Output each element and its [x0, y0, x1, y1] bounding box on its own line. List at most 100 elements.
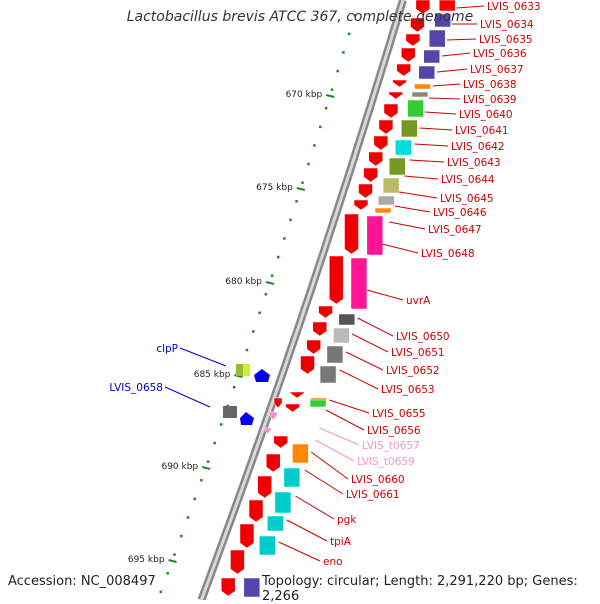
cog-color-block: [292, 443, 309, 464]
forward-gene-arrow: [220, 577, 236, 597]
kbp-minor-tick: [270, 274, 274, 277]
gene-label-tpiA: tpiA: [330, 536, 352, 548]
cog-color-block: [333, 327, 350, 344]
forward-gene-arrow: [300, 355, 315, 375]
cog-color-block: [418, 65, 436, 80]
kbp-minor-tick: [313, 144, 316, 147]
gene-label-pgk: pgk: [337, 514, 357, 526]
gene-leader-line: [389, 221, 426, 230]
gene-leader-line: [278, 541, 321, 562]
gene-label-LVIS_0646: LVIS_0646: [433, 207, 487, 219]
gene-label-LVIS_0653: LVIS_0653: [381, 384, 435, 396]
backbone-highlight: [199, 0, 405, 600]
kbp-minor-tick: [206, 460, 210, 463]
kbp-minor-tick: [307, 162, 310, 166]
gene-label-LVIS_0633: LVIS_0633: [487, 1, 541, 13]
cog-color-block: [395, 139, 412, 156]
gene-label-LVIS_0645: LVIS_0645: [440, 193, 494, 205]
gene-label-LVIS_0638: LVIS_0638: [463, 79, 517, 91]
gene-leader-line: [345, 351, 384, 371]
gene-label-LVIS_0641: LVIS_0641: [455, 125, 509, 137]
cog-color-block: [259, 535, 276, 556]
LVIS_0658-gene-arrow: [240, 412, 254, 425]
kbp-tick: [265, 281, 275, 285]
cog-color-block: [438, 0, 456, 12]
forward-gene-arrow: [383, 103, 399, 119]
gene-leader-line: [424, 111, 457, 115]
forward-gene-arrow: [265, 453, 281, 473]
gene-label-LVIS_0655: LVIS_0655: [372, 408, 426, 420]
gene-label-LVIS_t0657: LVIS_t0657: [362, 440, 420, 452]
kbp-minor-tick: [180, 534, 183, 538]
kbp-minor-tick: [342, 51, 345, 54]
kbp-minor-tick: [252, 330, 255, 333]
gene-leader-line: [351, 333, 389, 353]
cog-color-block: [428, 29, 446, 48]
forward-gene-arrow: [388, 91, 404, 100]
kbp-minor-tick: [347, 32, 351, 36]
gene-leader-line: [409, 159, 445, 163]
forward-gene-arrow: [239, 523, 255, 549]
cog-color-block: [407, 99, 424, 118]
cog-color-block: [283, 467, 301, 488]
kbp-minor-tick: [283, 237, 286, 240]
cog-color-block: [274, 491, 292, 514]
gene-leader-line: [414, 143, 449, 147]
kbp-tick: [168, 559, 177, 563]
forward-gene-arrow: [344, 213, 359, 255]
clpP-cog-block: [243, 364, 250, 376]
kbp-minor-tick: [213, 441, 216, 445]
gene-label-LVIS_0640: LVIS_0640: [459, 109, 513, 121]
cog-color-block: [374, 207, 392, 214]
cog-color-block: [350, 257, 368, 310]
gene-leader-line: [441, 52, 471, 57]
gene-leader-line: [339, 369, 379, 390]
gene-leader-line: [164, 386, 211, 408]
gene-label-LVIS_0637: LVIS_0637: [470, 64, 524, 76]
forward-gene-arrow: [257, 475, 272, 499]
forward-gene-arrow: [248, 499, 264, 523]
cog-color-block: [267, 515, 284, 532]
gene-label-LVIS_0660: LVIS_0660: [351, 474, 405, 486]
forward-gene-arrow: [306, 339, 321, 355]
gene-label-LVIS_0661: LVIS_0661: [346, 489, 400, 501]
gene-leader-line: [456, 5, 485, 9]
gene-label-LVIS_0652: LVIS_0652: [386, 365, 440, 377]
kbp-tick-label: 695 kbp: [128, 555, 165, 565]
gene-leader-line: [295, 495, 335, 520]
kbp-minor-tick: [324, 107, 328, 110]
forward-gene-arrow: [289, 391, 305, 399]
gene-label-LVIS_0643: LVIS_0643: [447, 157, 501, 169]
cog-color-block: [414, 83, 431, 90]
kbp-tick-label: 680 kbp: [225, 277, 262, 287]
gene-leader-line: [419, 127, 453, 131]
gene-leader-line: [315, 439, 355, 462]
kbp-tick: [326, 94, 335, 98]
kbp-minor-tick: [173, 553, 176, 556]
LVIS_0658-cog-block: [223, 406, 237, 418]
forward-gene-arrow: [358, 183, 373, 199]
gene-leader-line: [310, 451, 349, 480]
cog-color-block: [434, 13, 451, 28]
gene-leader-line: [329, 399, 370, 414]
gene-leader-line: [319, 427, 360, 446]
forward-gene-arrow: [329, 255, 344, 305]
gene-label-eno: eno: [323, 556, 343, 568]
gene-leader-line: [325, 409, 365, 431]
gene-leader-line: [432, 83, 461, 87]
forward-gene-arrow: [273, 435, 288, 449]
gene-label-LVIS_0634: LVIS_0634: [480, 19, 534, 31]
gene-label-LVIS_0651: LVIS_0651: [391, 347, 445, 359]
gene-label-LVIS_0636: LVIS_0636: [473, 48, 527, 60]
forward-gene-arrow: [318, 305, 333, 319]
cog-color-block: [378, 195, 395, 206]
cog-color-block: [411, 91, 429, 98]
gene-label-LVIS_0642: LVIS_0642: [451, 141, 505, 153]
forward-gene-arrow: [392, 79, 407, 88]
kbp-minor-tick: [277, 255, 280, 259]
kbp-minor-tick: [232, 386, 236, 389]
gene-label-LVIS_0658: LVIS_0658: [109, 382, 163, 394]
cog-color-block: [243, 577, 261, 598]
kbp-minor-tick: [186, 516, 190, 519]
